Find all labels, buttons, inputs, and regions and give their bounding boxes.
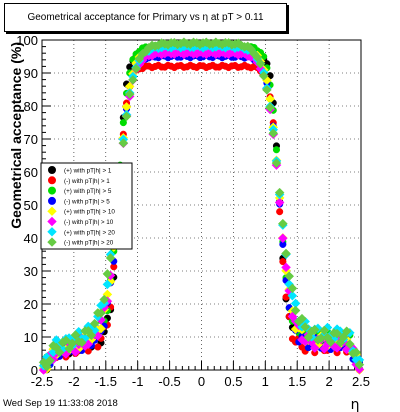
data-point (128, 74, 138, 85)
data-point (281, 248, 291, 259)
data-point (319, 325, 330, 336)
data-point (284, 271, 295, 282)
data-point (96, 308, 106, 318)
data-point (281, 262, 291, 273)
y-tick-label: 10 (24, 330, 38, 345)
data-point (102, 279, 113, 290)
y-tick-label: 50 (24, 198, 38, 213)
legend-label: (-) with pT|h| > 1 (64, 178, 110, 185)
data-point (77, 337, 87, 348)
data-point (277, 233, 288, 244)
y-tick-label: 20 (24, 297, 38, 312)
legend-box (40, 162, 133, 250)
legend-label: (-) with pT|h| > 20 (64, 240, 114, 247)
y-axis-label: Geometrical acceptance (%) (8, 42, 24, 229)
data-points (38, 37, 365, 375)
data-point (351, 347, 362, 358)
x-tick-label: -1.5 (95, 374, 117, 389)
x-axis-label: η (351, 397, 360, 412)
data-point (124, 89, 135, 100)
data-point (258, 71, 269, 81)
legend-marker (47, 216, 57, 227)
data-point (70, 330, 81, 340)
data-point (262, 85, 272, 95)
data-point (118, 138, 129, 148)
x-tick-label: -2.5 (31, 374, 53, 389)
x-tick-label: -1 (132, 374, 144, 389)
data-point (274, 187, 285, 198)
legend-label: (+) with pT|h| > 5 (64, 188, 112, 195)
y-tick-label: 60 (24, 165, 38, 180)
data-point (341, 326, 352, 337)
y-tick-label: 30 (24, 264, 38, 279)
data-point (131, 63, 141, 74)
x-tick-label: -2 (68, 374, 80, 389)
footer-date: Wed Sep 19 11:33:08 2018 (3, 398, 118, 409)
legend-marker (47, 227, 57, 237)
data-point (277, 218, 288, 229)
y-tick-label: 40 (24, 231, 38, 246)
x-tick-label: -0.5 (158, 374, 180, 389)
data-point (70, 347, 81, 357)
data-point (102, 269, 113, 279)
y-tick-label: 80 (24, 99, 38, 114)
data-point (45, 355, 55, 366)
legend-marker (47, 206, 57, 216)
data-point (325, 337, 336, 347)
chart-title: Geometrical acceptance for Primary vs η … (4, 3, 287, 32)
data-point (344, 339, 355, 349)
legend-marker (48, 176, 56, 185)
data-point (272, 146, 281, 154)
legend-label: (+) with pT|h| > 10 (64, 209, 115, 216)
data-point (279, 258, 287, 266)
data-point (287, 283, 298, 294)
legend-marker (48, 186, 56, 195)
y-tick-label: 100 (16, 33, 38, 48)
data-point (290, 305, 301, 316)
legend-marker (47, 237, 57, 247)
x-tick-label: 0.5 (224, 374, 242, 389)
data-point (119, 119, 127, 127)
legend-label: (+) with pT|h| > 1 (64, 168, 112, 175)
legend-label: (+) with pT|h| > 20 (64, 229, 115, 236)
data-point (255, 58, 266, 69)
data-point (268, 128, 279, 139)
data-point (276, 208, 284, 216)
data-point (309, 324, 320, 335)
data-point (99, 294, 110, 305)
data-point (274, 197, 285, 208)
data-point (271, 158, 282, 168)
x-tick-label: 2.5 (352, 374, 370, 389)
data-point (54, 347, 65, 358)
x-tick-label: 1 (262, 374, 269, 389)
x-tick-label: 0 (198, 374, 205, 389)
legend-label: (-) with pT|h| > 10 (64, 219, 114, 226)
y-tick-label: 70 (24, 132, 38, 147)
y-tick-label: 0 (31, 363, 38, 378)
data-point (86, 330, 97, 341)
data-point (309, 343, 320, 353)
legend-marker (48, 196, 56, 205)
legend-marker (48, 166, 56, 174)
data-point (105, 253, 116, 263)
data-point (300, 322, 311, 332)
y-tick-label: 90 (24, 66, 38, 81)
x-tick-label: 2 (325, 374, 332, 389)
x-tick-label: 1.5 (288, 374, 306, 389)
data-point (297, 313, 307, 324)
data-point (121, 111, 132, 122)
data-point (94, 343, 102, 351)
data-point (354, 359, 365, 370)
data-point (265, 102, 275, 113)
data-point (252, 52, 263, 63)
data-point (332, 328, 342, 339)
data-point (89, 318, 100, 329)
legend-label: (-) with pT|h| > 5 (64, 198, 110, 205)
data-point (287, 290, 298, 301)
